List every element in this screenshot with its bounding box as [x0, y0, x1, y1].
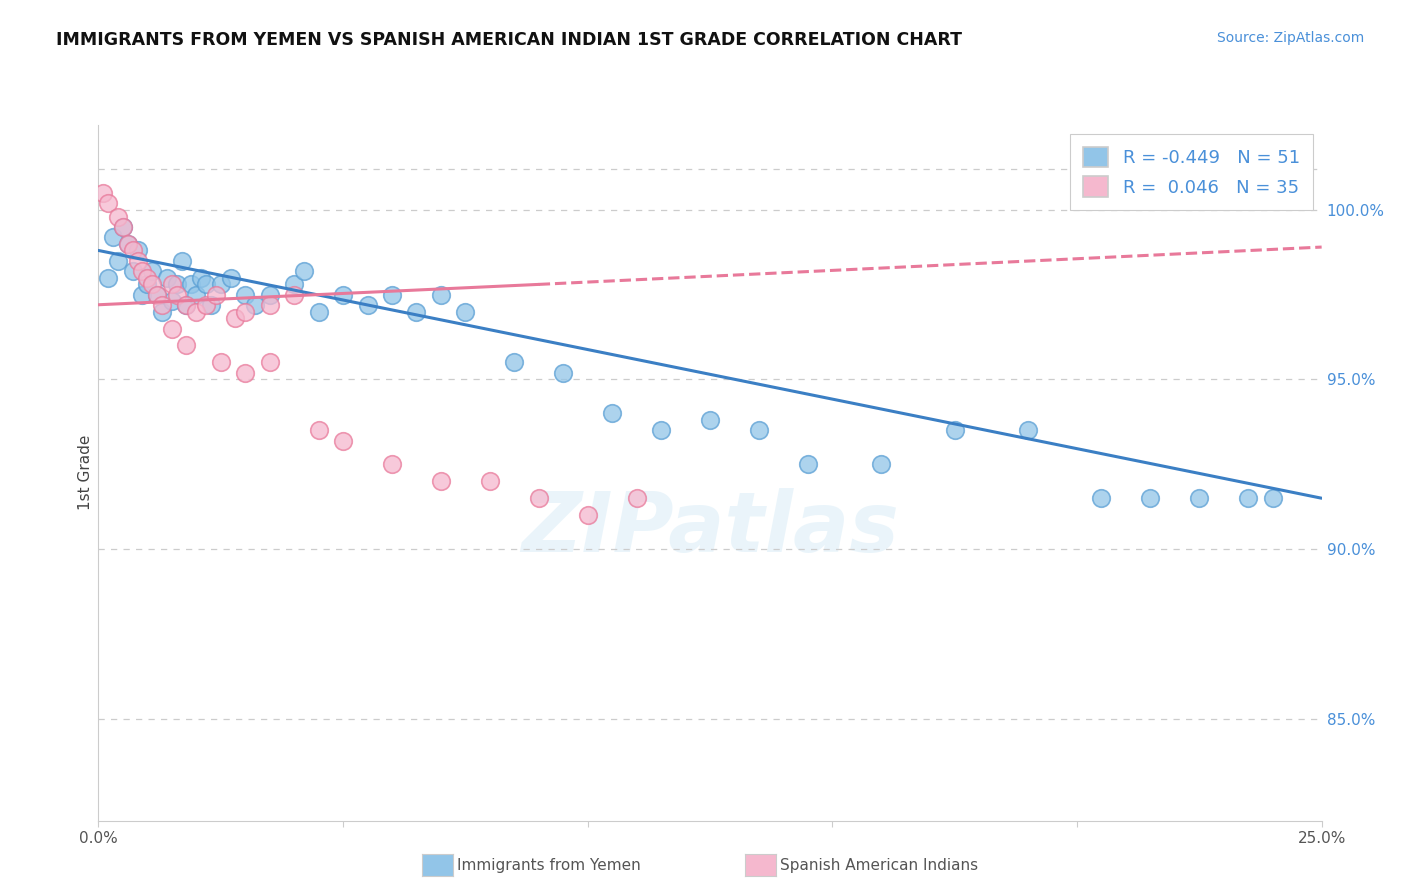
Point [430, 287, 453, 301]
Point [243, 298, 266, 312]
Point [176, 338, 198, 352]
Point [650, 423, 672, 437]
Point [111, 219, 134, 234]
Y-axis label: 1st Grade: 1st Grade [77, 435, 93, 510]
Point [259, 287, 281, 301]
Point [1090, 491, 1112, 506]
Point [224, 311, 246, 326]
Point [283, 287, 305, 301]
Point [259, 298, 281, 312]
Point [332, 287, 354, 301]
Legend: R = -0.449   N = 51, R =  0.046   N = 35: R = -0.449 N = 51, R = 0.046 N = 35 [1070, 134, 1313, 210]
Point [308, 304, 330, 318]
Point [292, 264, 315, 278]
Text: Spanish American Indians: Spanish American Indians [780, 858, 979, 872]
Point [1017, 423, 1039, 437]
Point [91, 186, 114, 200]
Point [97, 270, 120, 285]
Point [141, 264, 163, 278]
Point [117, 236, 139, 251]
Point [160, 294, 183, 309]
Point [259, 355, 281, 369]
Point [97, 196, 120, 211]
Point [503, 355, 526, 369]
Point [136, 270, 159, 285]
Point [176, 298, 198, 312]
Point [150, 298, 173, 312]
Point [430, 475, 453, 489]
Point [195, 298, 218, 312]
Point [1139, 491, 1161, 506]
Point [233, 366, 256, 380]
Point [332, 434, 354, 448]
Point [107, 253, 129, 268]
Point [190, 270, 212, 285]
Point [943, 423, 966, 437]
Point [233, 287, 256, 301]
Point [186, 287, 208, 301]
Text: IMMIGRANTS FROM YEMEN VS SPANISH AMERICAN INDIAN 1ST GRADE CORRELATION CHART: IMMIGRANTS FROM YEMEN VS SPANISH AMERICA… [56, 31, 962, 49]
Point [156, 270, 179, 285]
Point [111, 219, 134, 234]
Point [195, 277, 218, 292]
Point [101, 230, 124, 244]
Point [626, 491, 648, 506]
Point [170, 253, 193, 268]
Point [699, 413, 721, 427]
Point [527, 491, 550, 506]
Point [160, 321, 183, 335]
Point [748, 423, 770, 437]
Point [1237, 491, 1260, 506]
Point [1188, 491, 1211, 506]
Point [356, 298, 378, 312]
Point [107, 210, 129, 224]
Point [283, 277, 305, 292]
Point [200, 298, 222, 312]
Point [553, 366, 575, 380]
Text: Source: ZipAtlas.com: Source: ZipAtlas.com [1216, 31, 1364, 45]
Point [121, 244, 143, 258]
Point [146, 287, 169, 301]
Point [308, 423, 330, 437]
Text: Immigrants from Yemen: Immigrants from Yemen [457, 858, 641, 872]
Point [121, 264, 143, 278]
Point [166, 287, 188, 301]
Point [209, 277, 232, 292]
Point [870, 457, 893, 471]
Point [186, 304, 208, 318]
Point [146, 287, 169, 301]
Point [166, 277, 188, 292]
Point [117, 236, 139, 251]
Point [205, 287, 228, 301]
Point [141, 277, 163, 292]
Point [127, 253, 149, 268]
Point [131, 264, 153, 278]
Point [180, 277, 202, 292]
Point [209, 355, 232, 369]
Text: ZIPatlas: ZIPatlas [522, 488, 898, 569]
Point [150, 304, 173, 318]
Point [160, 277, 183, 292]
Point [600, 406, 623, 420]
Point [405, 304, 427, 318]
Point [176, 298, 198, 312]
Point [478, 475, 501, 489]
Point [1261, 491, 1284, 506]
Point [797, 457, 820, 471]
Point [219, 270, 242, 285]
Point [576, 508, 599, 523]
Point [127, 244, 149, 258]
Point [131, 287, 153, 301]
Point [136, 277, 159, 292]
Point [233, 304, 256, 318]
Point [381, 457, 404, 471]
Point [381, 287, 404, 301]
Point [454, 304, 477, 318]
